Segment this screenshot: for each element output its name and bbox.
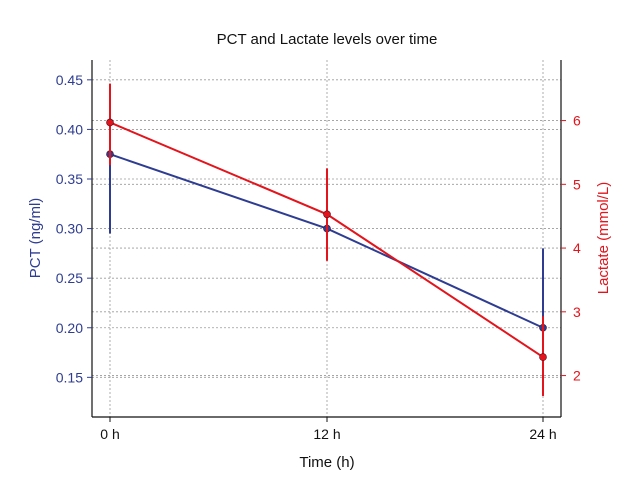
left-axis-label: PCT (ng/ml) (27, 198, 44, 279)
right-tick-label: 3 (573, 304, 581, 320)
x-tick-label: 0 h (100, 426, 119, 442)
left-tick-label: 0.30 (56, 221, 83, 237)
right-axis-label: Lactate (mmol/L) (595, 182, 612, 295)
x-tick-label: 12 h (313, 426, 340, 442)
left-tick-label: 0.35 (56, 171, 83, 187)
lactate-point (539, 353, 547, 361)
left-tick-label: 0.25 (56, 270, 83, 286)
x-tick-label: 24 h (529, 426, 556, 442)
series-lactate (106, 83, 547, 396)
x-axis-label: Time (h) (299, 454, 354, 471)
series-layer (106, 83, 547, 396)
right-tick-label: 2 (573, 368, 581, 384)
left-tick-label: 0.45 (56, 72, 83, 88)
right-axis-ticks: 2 3 4 5 6 (561, 113, 581, 384)
left-tick-label: 0.15 (56, 369, 83, 385)
x-axis-ticks: 0 h 12 h 24 h (100, 417, 557, 442)
left-tick-label: 0.40 (56, 121, 83, 137)
right-tick-label: 6 (573, 113, 581, 129)
right-tick-label: 4 (573, 240, 581, 256)
chart-title: PCT and Lactate levels over time (217, 31, 438, 48)
right-tick-label: 5 (573, 176, 581, 192)
lactate-point (323, 210, 331, 219)
left-axis-ticks: 0.15 0.20 0.25 0.30 0.35 0.40 0.45 (56, 72, 92, 385)
left-tick-label: 0.20 (56, 320, 83, 336)
lactate-point (106, 118, 114, 127)
